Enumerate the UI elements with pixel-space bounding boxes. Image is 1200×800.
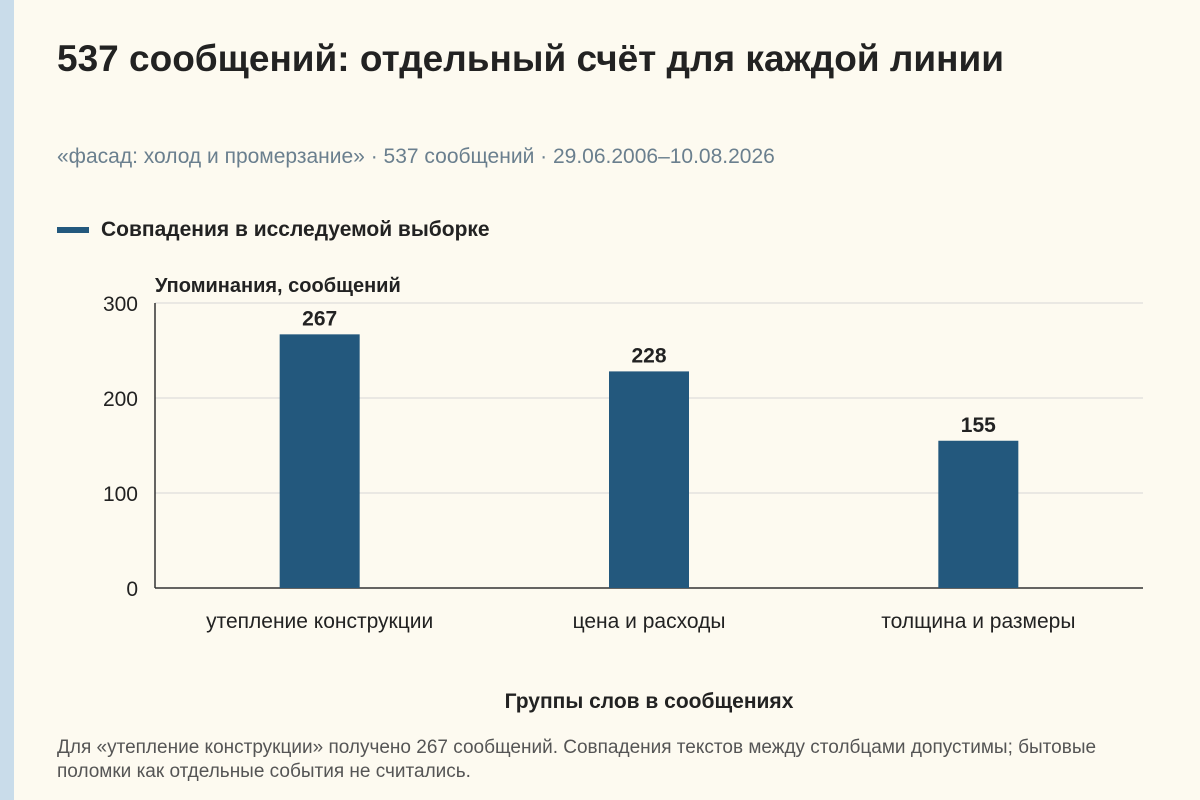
- data-label: 267: [302, 307, 337, 330]
- chart-subtitle: «фасад: холод и промерзание» · 537 сообщ…: [57, 145, 775, 168]
- y-tick-label: 300: [103, 293, 138, 316]
- x-tick-label: цена и расходы: [573, 610, 726, 633]
- x-tick-label: утепление конструкции: [206, 610, 433, 633]
- x-axis-label: Группы слов в сообщениях: [505, 690, 794, 713]
- left-accent-stripe: [0, 0, 14, 800]
- footnote: Для «утепление конструкции» получено 267…: [57, 737, 1097, 782]
- x-tick-label: толщина и размеры: [881, 610, 1075, 633]
- y-axis-label: Упоминания, сообщений: [155, 275, 401, 297]
- bar: [279, 334, 360, 588]
- legend-swatch: [57, 227, 89, 233]
- data-label: 228: [631, 344, 666, 367]
- y-tick-label: 100: [103, 483, 138, 506]
- y-tick-label: 0: [126, 578, 138, 601]
- chart-title: 537 сообщений: отдельный счёт для каждой…: [57, 38, 1004, 79]
- bar: [938, 440, 1019, 588]
- y-tick-label: 200: [103, 388, 138, 411]
- legend-label: Совпадения в исследуемой выборке: [101, 218, 490, 241]
- data-label: 155: [961, 414, 996, 437]
- bar: [609, 371, 689, 588]
- legend: Совпадения в исследуемой выборке: [57, 218, 490, 242]
